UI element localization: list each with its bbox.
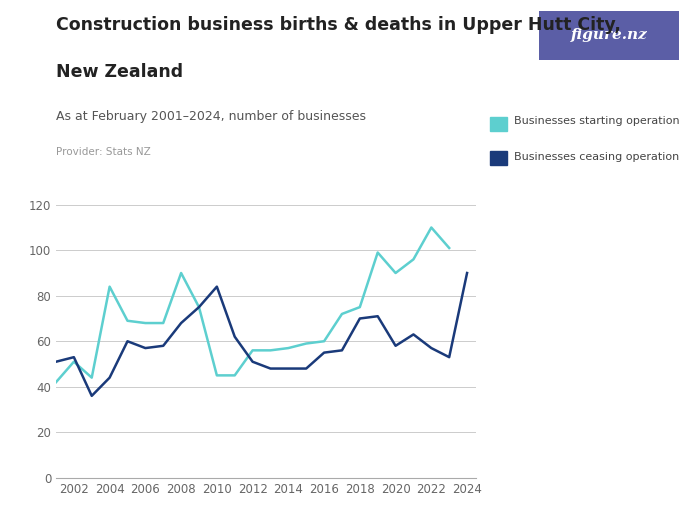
Text: Provider: Stats NZ: Provider: Stats NZ <box>56 147 150 157</box>
Text: As at February 2001–2024, number of businesses: As at February 2001–2024, number of busi… <box>56 110 366 123</box>
Text: Businesses ceasing operation: Businesses ceasing operation <box>514 152 680 163</box>
Text: figure.nz: figure.nz <box>570 28 648 43</box>
Text: Construction business births & deaths in Upper Hutt City,: Construction business births & deaths in… <box>56 16 621 34</box>
Text: Businesses starting operation: Businesses starting operation <box>514 116 680 126</box>
Text: New Zealand: New Zealand <box>56 63 183 81</box>
